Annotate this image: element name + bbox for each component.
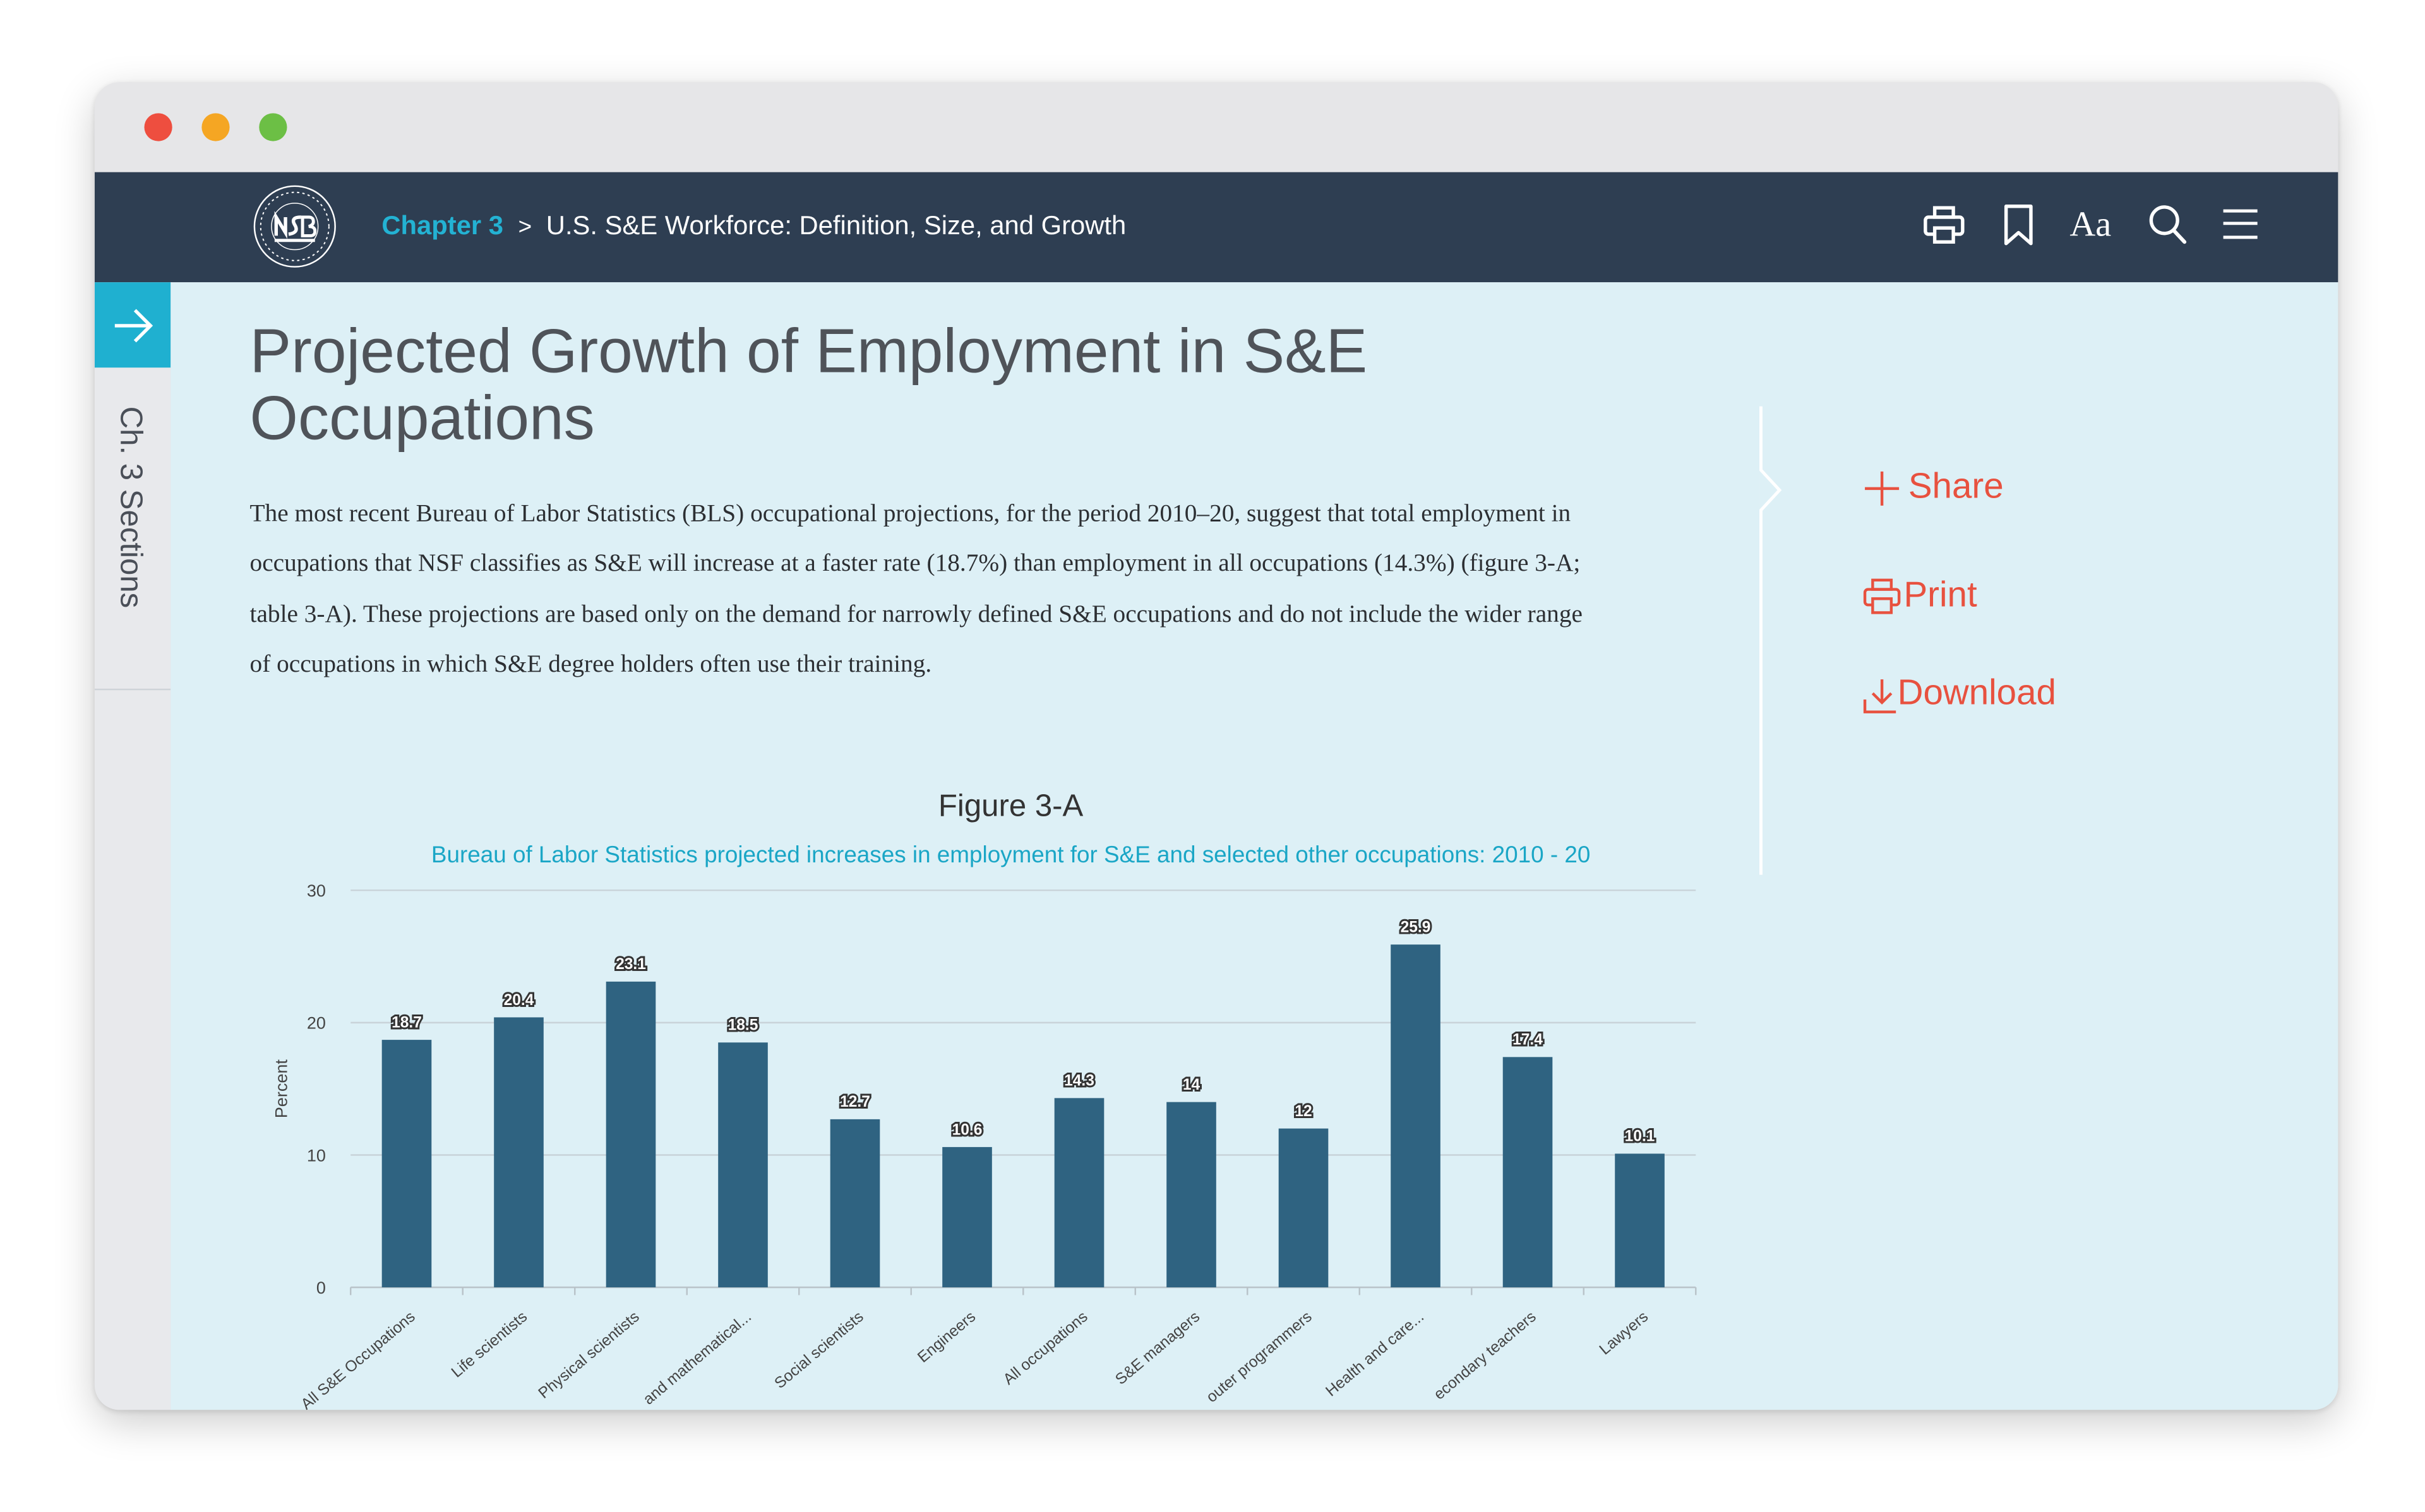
x-tick-label: Engineers bbox=[914, 1308, 979, 1366]
x-tick-label: outer programmers bbox=[1203, 1308, 1315, 1406]
bar bbox=[830, 1119, 880, 1288]
article-paragraph: The most recent Bureau of Labor Statisti… bbox=[249, 501, 1583, 678]
share-icon[interactable] bbox=[1862, 468, 1902, 509]
x-tick-label: econdary teachers bbox=[1431, 1308, 1540, 1403]
bar-value-label: 20.4 bbox=[504, 992, 534, 1009]
x-tick-label: Lawyers bbox=[1596, 1308, 1651, 1358]
bar-chart: 0 10 20 30 Percent 18.7 All S&E Occupations 20.… bbox=[272, 881, 1697, 1410]
top-navbar: Chapter 3 > U.S. S&E Workforce: Definiti… bbox=[94, 172, 2338, 283]
x-tick-label: and mathematical... bbox=[640, 1308, 755, 1408]
breadcrumb-separator: > bbox=[518, 214, 532, 241]
bar bbox=[1502, 1057, 1553, 1288]
figure-label: Figure 3-A bbox=[938, 789, 1084, 824]
sidebar-divider bbox=[94, 688, 171, 691]
bar bbox=[1166, 1102, 1216, 1288]
bar-value-label: 14.3 bbox=[1064, 1073, 1094, 1090]
bar bbox=[1615, 1153, 1665, 1288]
x-tick-label: S&E managers bbox=[1112, 1308, 1203, 1388]
article-actions-panel: Share Print Download bbox=[1753, 406, 2265, 875]
breadcrumb-chapter-link[interactable]: Chapter 3 bbox=[381, 211, 504, 241]
y-axis-label: Percent bbox=[272, 1059, 291, 1119]
x-tick-label: All S&E Occupations bbox=[298, 1308, 419, 1410]
sections-toggle[interactable]: Ch. 3 Sections bbox=[95, 407, 171, 686]
breadcrumb-title: U.S. S&E Workforce: Definition, Size, an… bbox=[546, 211, 1127, 241]
bar bbox=[606, 981, 656, 1288]
x-tick-label: Social scientists bbox=[771, 1308, 866, 1392]
panel-divider bbox=[1759, 406, 1763, 875]
bar-value-label: 12.7 bbox=[840, 1093, 870, 1110]
window-titlebar bbox=[94, 82, 2338, 172]
search-icon[interactable] bbox=[2143, 200, 2193, 250]
print-icon[interactable] bbox=[1919, 200, 1969, 250]
browser-window: Chapter 3 > U.S. S&E Workforce: Definiti… bbox=[94, 82, 2338, 1410]
bar-value-label: 25.9 bbox=[1401, 919, 1431, 936]
sections-label: Ch. 3 Sections bbox=[113, 406, 148, 609]
close-window-button[interactable] bbox=[144, 113, 172, 141]
share-button[interactable]: Share bbox=[1908, 465, 2004, 506]
panel-notch bbox=[1759, 468, 1782, 512]
article-content: Projected Growth of Employment in S&E Oc… bbox=[171, 282, 2338, 1410]
open-sections-button[interactable] bbox=[94, 282, 171, 368]
y-tick-label: 0 bbox=[316, 1278, 326, 1297]
x-tick-label: All occupations bbox=[1000, 1308, 1091, 1388]
figure-subtitle: Bureau of Labor Statistics projected inc… bbox=[431, 842, 1591, 869]
bookmark-icon[interactable] bbox=[1994, 200, 2044, 250]
bar bbox=[381, 1040, 432, 1288]
download-button[interactable]: Download bbox=[1897, 671, 2056, 712]
sections-sidebar: Ch. 3 Sections bbox=[94, 282, 172, 1410]
print-action-icon[interactable] bbox=[1862, 577, 1902, 617]
print-button[interactable]: Print bbox=[1903, 574, 1977, 614]
bar-value-label: 18.5 bbox=[728, 1017, 758, 1034]
y-tick-label: 30 bbox=[307, 881, 326, 900]
nsb-logo[interactable] bbox=[253, 184, 337, 268]
bar-value-label: 23.1 bbox=[616, 956, 646, 973]
bar bbox=[1391, 944, 1440, 1288]
bar-value-label: 12 bbox=[1295, 1103, 1312, 1120]
bar bbox=[718, 1042, 768, 1288]
x-tick-label: Physical scientists bbox=[536, 1308, 643, 1402]
page-title: Projected Growth of Employment in S&E Oc… bbox=[249, 318, 1368, 453]
bar-value-label: 14 bbox=[1183, 1076, 1201, 1093]
minimize-window-button[interactable] bbox=[201, 113, 230, 141]
arrow-right-icon bbox=[114, 309, 153, 343]
download-icon[interactable] bbox=[1862, 676, 1899, 717]
bar-value-label: 18.7 bbox=[392, 1014, 422, 1031]
menu-icon[interactable] bbox=[2215, 200, 2265, 250]
bar bbox=[942, 1146, 992, 1288]
bar-value-label: 17.4 bbox=[1512, 1032, 1543, 1049]
bar-value-label: 10.1 bbox=[1625, 1128, 1655, 1145]
x-tick-label: Life scientists bbox=[448, 1308, 530, 1381]
bar bbox=[1054, 1098, 1105, 1288]
bar-value-label: 10.6 bbox=[952, 1121, 983, 1138]
font-size-icon[interactable]: Aa bbox=[2069, 205, 2112, 244]
maximize-window-button[interactable] bbox=[259, 113, 287, 141]
y-tick-label: 20 bbox=[307, 1014, 326, 1033]
bar bbox=[494, 1017, 544, 1288]
x-tick-label: Health and care... bbox=[1322, 1308, 1427, 1400]
bar bbox=[1278, 1128, 1329, 1288]
y-tick-label: 10 bbox=[307, 1146, 326, 1165]
